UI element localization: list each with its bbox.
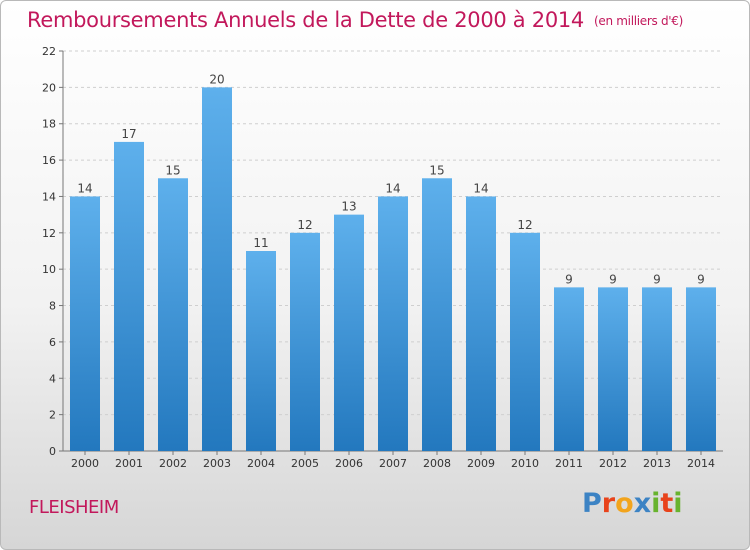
logo-letter: i bbox=[673, 488, 683, 519]
commune-name: FLEISHEIM bbox=[29, 497, 119, 518]
bar bbox=[114, 141, 144, 451]
bar bbox=[466, 196, 496, 451]
y-tick-label: 14 bbox=[42, 190, 56, 203]
logo-letter: i bbox=[651, 488, 661, 519]
x-tick-label: 2012 bbox=[599, 457, 627, 470]
logo-letter: o bbox=[615, 488, 634, 519]
x-tick-label: 2006 bbox=[335, 457, 363, 470]
logo-letter: P bbox=[582, 488, 602, 519]
y-tick-label: 18 bbox=[42, 118, 56, 131]
data-label: 17 bbox=[121, 127, 136, 141]
y-tick-label: 10 bbox=[42, 263, 56, 276]
y-tick-label: 20 bbox=[42, 81, 56, 94]
logo-letter: x bbox=[633, 488, 652, 519]
data-label: 15 bbox=[429, 163, 444, 177]
chart-title-text: Remboursements Annuels de la Dette de 20… bbox=[27, 8, 584, 32]
bar bbox=[686, 287, 716, 451]
bar bbox=[334, 214, 364, 451]
logo-letter: t bbox=[660, 488, 674, 519]
x-tick-label: 2005 bbox=[291, 457, 319, 470]
bar bbox=[422, 178, 452, 452]
chart-title: Remboursements Annuels de la Dette de 20… bbox=[27, 8, 683, 32]
y-tick-label: 22 bbox=[42, 45, 56, 58]
y-tick-label: 8 bbox=[49, 300, 56, 313]
x-tick-label: 2008 bbox=[423, 457, 451, 470]
bar bbox=[554, 287, 584, 451]
logo-letter: r bbox=[601, 488, 616, 519]
x-tick-label: 2009 bbox=[467, 457, 495, 470]
bar bbox=[202, 87, 232, 451]
x-tick-label: 2011 bbox=[555, 457, 583, 470]
x-tick-label: 2010 bbox=[511, 457, 539, 470]
bar bbox=[598, 287, 628, 451]
x-tick-label: 2003 bbox=[203, 457, 231, 470]
y-tick-label: 6 bbox=[49, 336, 56, 349]
data-label: 13 bbox=[341, 200, 356, 214]
bar bbox=[158, 178, 188, 452]
proxiti-logo: Proxiti bbox=[582, 488, 683, 519]
y-tick-label: 12 bbox=[42, 227, 56, 240]
bar bbox=[378, 196, 408, 451]
data-label: 14 bbox=[473, 181, 488, 195]
data-label: 12 bbox=[517, 218, 532, 232]
chart-unit: (en milliers d'€) bbox=[594, 14, 684, 28]
x-tick-label: 2014 bbox=[687, 457, 715, 470]
y-tick-label: 4 bbox=[49, 372, 56, 385]
bar bbox=[246, 251, 276, 451]
bar bbox=[510, 232, 540, 451]
data-label: 9 bbox=[653, 272, 661, 286]
y-tick-label: 2 bbox=[49, 409, 56, 422]
bar bbox=[70, 196, 100, 451]
x-tick-label: 2002 bbox=[159, 457, 187, 470]
bar bbox=[290, 232, 320, 451]
x-tick-label: 2007 bbox=[379, 457, 407, 470]
x-tick-label: 2001 bbox=[115, 457, 143, 470]
data-label: 12 bbox=[297, 218, 312, 232]
data-label: 20 bbox=[209, 72, 224, 86]
data-label: 14 bbox=[77, 181, 92, 195]
y-tick-label: 16 bbox=[42, 154, 56, 167]
bar bbox=[642, 287, 672, 451]
data-label: 9 bbox=[609, 272, 617, 286]
data-label: 9 bbox=[697, 272, 705, 286]
data-label: 15 bbox=[165, 163, 180, 177]
data-label: 9 bbox=[565, 272, 573, 286]
data-label: 11 bbox=[253, 236, 268, 250]
x-tick-label: 2013 bbox=[643, 457, 671, 470]
x-tick-label: 2004 bbox=[247, 457, 275, 470]
data-label: 14 bbox=[385, 181, 400, 195]
y-tick-label: 0 bbox=[49, 445, 56, 458]
x-tick-label: 2000 bbox=[71, 457, 99, 470]
